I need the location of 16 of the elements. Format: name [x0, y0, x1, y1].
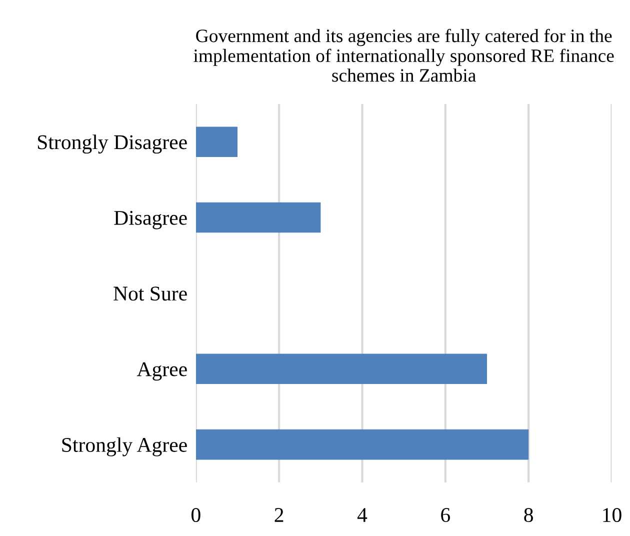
- y-tick-label: Agree: [136, 362, 187, 381]
- bar: [196, 202, 321, 233]
- chart-title: Government and its agencies are fully catered for in the implementation of internationally sponsored RE finance schemes in Zambia: [194, 28, 614, 82]
- y-tick-label: Strongly Disagree: [38, 134, 187, 154]
- bar: [196, 354, 487, 384]
- y-tick-label: Strongly Agree: [62, 437, 187, 456]
- x-tick-label: 2: [274, 508, 284, 522]
- x-tick-label: 10: [603, 508, 622, 522]
- bar: [196, 126, 238, 157]
- y-tick-label: Not Sure: [114, 286, 187, 301]
- x-tick-label: 8: [524, 508, 533, 522]
- x-tick-label: 0: [192, 508, 200, 522]
- x-tick-label: 6: [441, 508, 450, 522]
- x-tick-label: 4: [357, 508, 368, 522]
- bar: [196, 429, 529, 460]
- y-tick-label: Disagree: [114, 210, 187, 230]
